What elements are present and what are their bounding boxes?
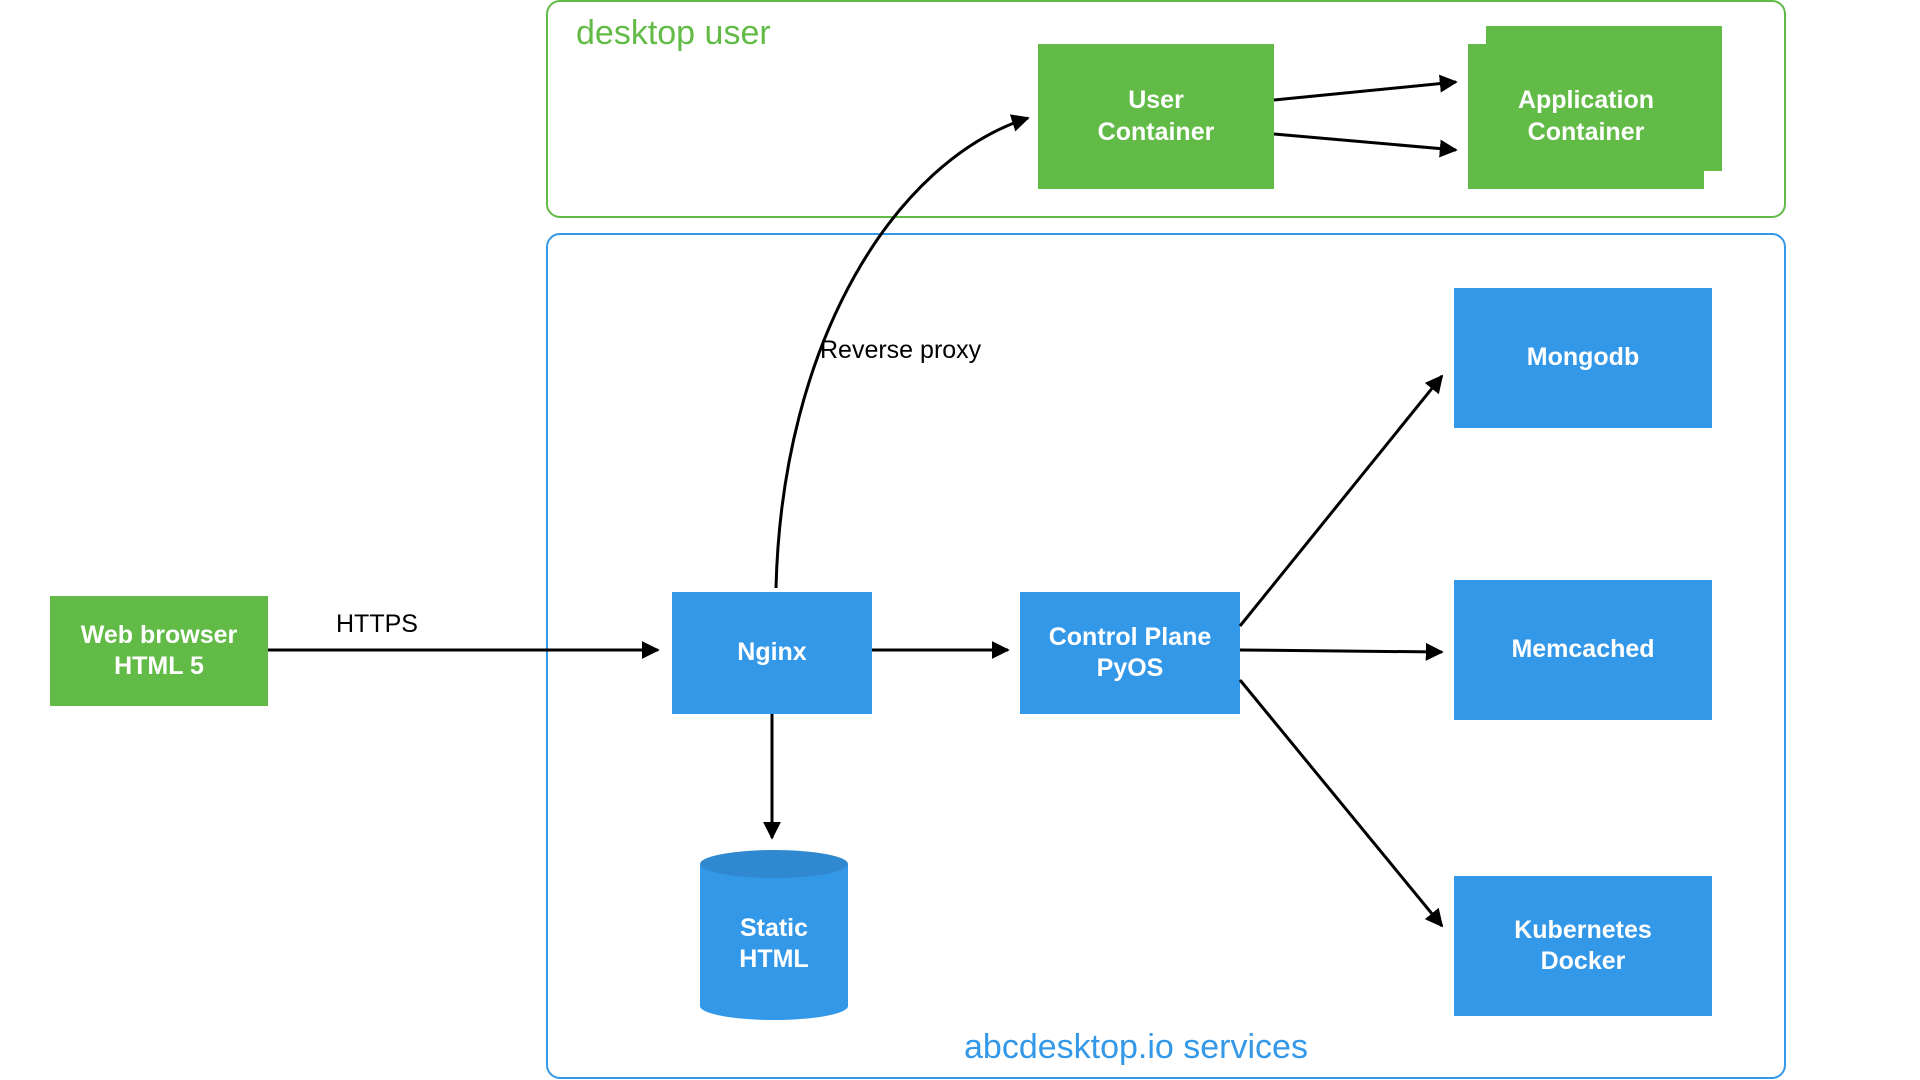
node-nginx: Nginx (672, 592, 872, 714)
node-text-line: HTML 5 (114, 651, 204, 682)
node-user-container: UserContainer (1038, 44, 1274, 189)
node-memcached: Memcached (1454, 580, 1712, 720)
node-application-container-front: ApplicationContainer (1468, 44, 1704, 189)
edge-label-reverse-proxy: Reverse proxy (820, 336, 981, 365)
node-text-line: Mongodb (1527, 342, 1639, 373)
node-web-browser: Web browserHTML 5 (50, 596, 268, 706)
node-text-line: Application (1518, 85, 1654, 116)
node-control-plane: Control PlanePyOS (1020, 592, 1240, 714)
cylinder-label: StaticHTML (700, 913, 848, 976)
node-text-line: Memcached (1511, 634, 1654, 665)
node-static-html-cylinder: StaticHTML (700, 850, 848, 1020)
node-text-line: Web browser (81, 620, 238, 651)
node-text-line: PyOS (1097, 653, 1164, 684)
edge-label-https: HTTPS (336, 610, 418, 639)
frame-services-label: abcdesktop.io services (964, 1028, 1308, 1067)
cylinder-text-line: Static (700, 913, 848, 944)
node-text-line: Container (1528, 117, 1645, 148)
node-text-line: Nginx (737, 637, 806, 668)
node-kubernetes-docker: KubernetesDocker (1454, 876, 1712, 1016)
node-mongodb: Mongodb (1454, 288, 1712, 428)
cylinder-top (700, 850, 848, 878)
node-text-line: Control Plane (1049, 622, 1212, 653)
node-text-line: Docker (1541, 946, 1626, 977)
node-text-line: Container (1098, 117, 1215, 148)
node-text-line: Kubernetes (1514, 915, 1652, 946)
diagram-canvas: desktop user abcdesktop.io services Web … (0, 0, 1920, 1080)
frame-desktop-user-label: desktop user (576, 14, 771, 53)
node-text-line: User (1128, 85, 1184, 116)
cylinder-text-line: HTML (700, 944, 848, 975)
